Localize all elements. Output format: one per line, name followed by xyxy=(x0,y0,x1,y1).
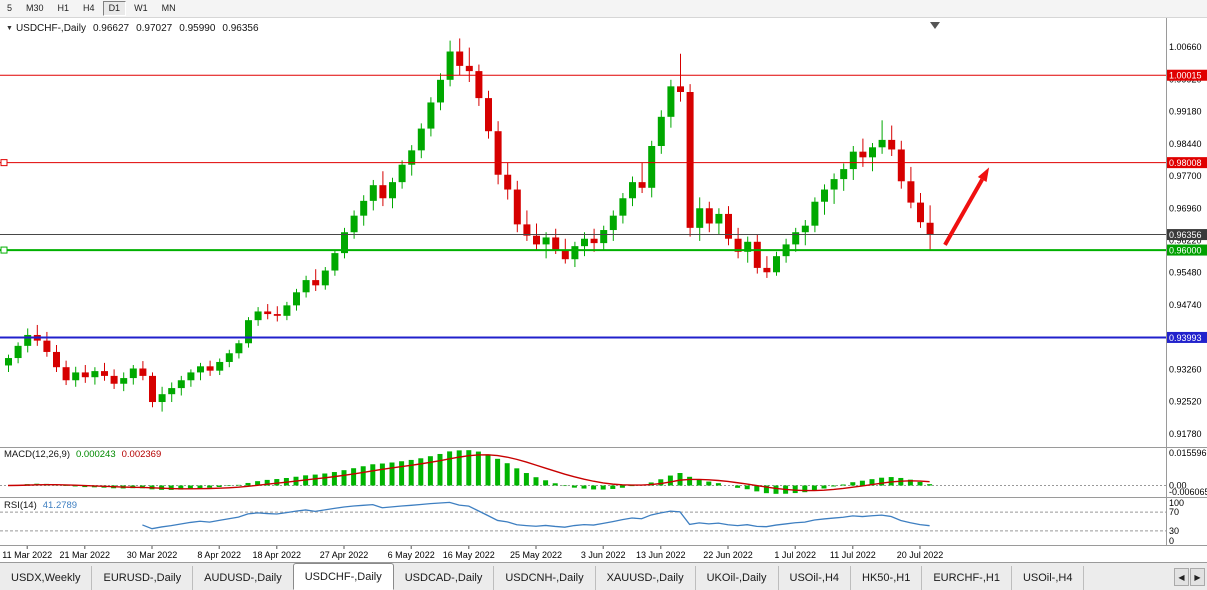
macd-axis-labels: 0.015596 0.00-0.006065 xyxy=(1169,448,1207,497)
tabs-scroll-right-button[interactable]: ▶ xyxy=(1190,568,1205,586)
timeframe-button-m30[interactable]: M30 xyxy=(26,3,44,13)
tab-audusd-daily[interactable]: AUDUSD-,Daily xyxy=(193,566,294,590)
macd-signal-value: 0.002369 xyxy=(121,449,162,460)
date-axis[interactable]: 11 Mar 2022 21 Mar 2022 30 Mar 2022 8 Apr 2… xyxy=(2,546,943,560)
svg-text:0.00: 0.00 xyxy=(1169,480,1187,490)
tab-eurchf-h1[interactable]: EURCHF-,H1 xyxy=(922,566,1012,590)
price-axis-tags: 1.00015 0.98008 0.96356 0.96000 0.93993 xyxy=(1167,69,1207,343)
svg-text:0.96000: 0.96000 xyxy=(1169,246,1202,256)
tab-usdchf-daily[interactable]: USDCHF-,Daily xyxy=(292,563,394,590)
svg-text:3 Jun 2022: 3 Jun 2022 xyxy=(581,550,626,560)
svg-text:0.98008: 0.98008 xyxy=(1169,158,1202,168)
timeframe-button-h1[interactable]: H1 xyxy=(57,3,70,13)
tab-usdcnh-daily[interactable]: USDCNH-,Daily xyxy=(494,566,596,590)
svg-text:0.98440: 0.98440 xyxy=(1169,139,1202,149)
svg-text:25 May 2022: 25 May 2022 xyxy=(510,550,562,560)
svg-text:16 May 2022: 16 May 2022 xyxy=(443,550,495,560)
svg-text:0.93993: 0.93993 xyxy=(1169,333,1202,343)
svg-text:21 Mar 2022: 21 Mar 2022 xyxy=(60,550,111,560)
svg-text:70: 70 xyxy=(1169,507,1179,517)
open-value: 0.96627 xyxy=(92,23,130,34)
svg-text:0.96220: 0.96220 xyxy=(1169,235,1202,245)
svg-text:1.00015: 1.00015 xyxy=(1169,71,1202,81)
macd-main-value: 0.000243 xyxy=(76,449,116,460)
svg-text:11 Mar 2022: 11 Mar 2022 xyxy=(2,550,52,560)
trend-arrow-annotation[interactable] xyxy=(943,167,990,246)
pane-separators xyxy=(0,18,1207,546)
svg-text:30 Mar 2022: 30 Mar 2022 xyxy=(127,550,178,560)
svg-text:13 Jun 2022: 13 Jun 2022 xyxy=(636,550,686,560)
chart-ohlc-header: ▼ USDCHF-,Daily 0.96627 0.97027 0.95990 0.963… xyxy=(6,23,259,34)
timeframe-button-w1[interactable]: W1 xyxy=(134,3,148,13)
svg-text:8 Apr 2022: 8 Apr 2022 xyxy=(197,550,241,560)
rsi-line xyxy=(142,501,930,530)
svg-text:27 Apr 2022: 27 Apr 2022 xyxy=(320,550,369,560)
tab-usoil-h4[interactable]: USOil-,H4 xyxy=(1012,566,1085,590)
svg-text:0.96356: 0.96356 xyxy=(1169,230,1202,240)
svg-text:22 Jun 2022: 22 Jun 2022 xyxy=(703,550,753,560)
collapse-triangle-icon: ▼ xyxy=(6,25,13,32)
svg-text:20 Jul 2022: 20 Jul 2022 xyxy=(897,550,944,560)
svg-text:11 Jul 2022: 11 Jul 2022 xyxy=(830,550,876,560)
symbol-tab-bar: USDX,Weekly EURUSD-,Daily AUDUSD-,Daily USD… xyxy=(0,562,1207,590)
tab-ukoil-daily[interactable]: UKOil-,Daily xyxy=(696,566,779,590)
timeframe-toolbar: 5 M30 H1 H4 D1 W1 MN xyxy=(0,0,1207,18)
svg-text:0.015596: 0.015596 xyxy=(1169,448,1207,458)
svg-text:1.00660: 1.00660 xyxy=(1169,42,1202,52)
svg-text:0: 0 xyxy=(1169,536,1174,546)
tab-hk50-h1[interactable]: HK50-,H1 xyxy=(851,566,923,590)
macd-label: MACD(12,26,9) xyxy=(4,449,70,460)
svg-text:0.93260: 0.93260 xyxy=(1169,364,1202,374)
svg-text:6 May 2022: 6 May 2022 xyxy=(388,550,435,560)
svg-text:0.95480: 0.95480 xyxy=(1169,268,1202,278)
timeframe-button-5[interactable]: 5 xyxy=(7,3,13,13)
timeframe-button-mn[interactable]: MN xyxy=(161,3,176,13)
svg-text:18 Apr 2022: 18 Apr 2022 xyxy=(253,550,302,560)
rsi-indicator-header: RSI(14) 41.2789 xyxy=(4,500,77,511)
svg-text:0.97700: 0.97700 xyxy=(1169,171,1202,181)
svg-text:-0.006065: -0.006065 xyxy=(1169,487,1207,497)
chart-canvas[interactable]: 1.006600.999200.991800.984400.977000.969… xyxy=(0,18,1207,562)
timeframe-button-h4[interactable]: H4 xyxy=(83,3,95,13)
rsi-label: RSI(14) xyxy=(4,500,37,511)
tab-xauusd-daily[interactable]: XAUUSD-,Daily xyxy=(596,566,696,590)
svg-text:0.99180: 0.99180 xyxy=(1169,107,1202,117)
rsi-value: 41.2789 xyxy=(42,500,78,511)
low-value: 0.95990 xyxy=(179,23,216,34)
macd-indicator-header: MACD(12,26,9) 0.000243 0.002369 xyxy=(4,449,161,460)
tab-usdcad-daily[interactable]: USDCAD-,Daily xyxy=(394,566,495,590)
svg-text:100: 100 xyxy=(1169,498,1184,508)
line-anchor-marker xyxy=(0,159,8,167)
timeframe-button-d1[interactable]: D1 xyxy=(102,1,127,16)
svg-text:30: 30 xyxy=(1169,526,1179,536)
svg-text:1 Jul 2022: 1 Jul 2022 xyxy=(774,550,816,560)
tabs-scroll-left-button[interactable]: ◀ xyxy=(1174,568,1189,586)
price-axis-tick-labels: 1.006600.999200.991800.984400.977000.969… xyxy=(1169,42,1202,439)
line-anchor-marker xyxy=(0,246,8,254)
chart-shift-marker-icon xyxy=(930,22,940,29)
svg-text:0.91780: 0.91780 xyxy=(1169,429,1202,439)
tab-eurusd-daily[interactable]: EURUSD-,Daily xyxy=(92,566,194,590)
symbol-label: USDCHF-,Daily xyxy=(15,23,86,34)
svg-text:0.96960: 0.96960 xyxy=(1169,203,1202,213)
close-value: 0.96356 xyxy=(222,23,259,34)
horizontal-level-lines[interactable] xyxy=(0,74,1166,339)
macd-signal-line xyxy=(7,454,930,492)
tab-usoil-h4[interactable]: USOil-,H4 xyxy=(779,566,852,590)
candlestick-series xyxy=(5,38,934,412)
svg-text:0.94740: 0.94740 xyxy=(1169,300,1202,310)
svg-text:0.92520: 0.92520 xyxy=(1169,397,1202,407)
tab-usdx-weekly[interactable]: USDX,Weekly xyxy=(0,566,93,590)
high-value: 0.97027 xyxy=(136,23,173,34)
